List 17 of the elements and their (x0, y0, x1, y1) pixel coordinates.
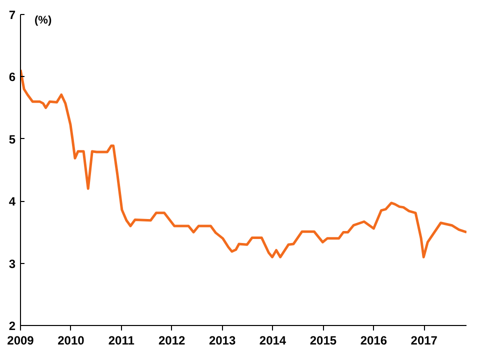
x-tick-label: 2014 (259, 334, 286, 348)
y-tick-label: 6 (8, 70, 16, 84)
x-tick-label: 2010 (58, 334, 85, 348)
line-series (20, 68, 466, 258)
x-tick-label: 2009 (7, 334, 34, 348)
y-tick-label: 3 (8, 256, 16, 271)
x-tick-label: 2015 (310, 334, 337, 348)
x-tick-label: 2011 (108, 334, 135, 348)
x-tick-label: 2016 (360, 334, 388, 348)
y-tick-label: 2 (8, 319, 16, 333)
y-tick-label: 7 (8, 8, 16, 22)
x-tick-label: 2013 (208, 334, 236, 348)
y-tick-label: 5 (8, 132, 16, 146)
x-tick-label: 2012 (158, 334, 186, 348)
y-axis-title: (%) (34, 14, 52, 26)
y-tick-label: 4 (8, 194, 16, 209)
x-tick-label: 2017 (410, 334, 438, 348)
